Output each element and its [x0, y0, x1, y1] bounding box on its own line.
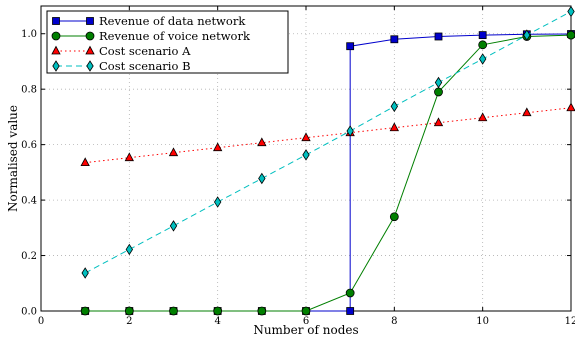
legend-marker-cost-a: [51, 45, 61, 55]
series-cost-b: [81, 5, 575, 279]
data-point-cost-a: [168, 147, 179, 157]
data-point-cost-a: [522, 107, 532, 117]
y-tick-label: 0.2: [21, 251, 37, 262]
legend-marker-cost-b: [86, 60, 94, 72]
legend-label-data-revenue: Revenue of data network: [99, 14, 246, 28]
y-tick-label: 0.4: [21, 196, 37, 207]
data-point-voice-revenue: [169, 306, 178, 316]
x-tick-label: 4: [214, 316, 220, 327]
data-point-cost-b: [523, 29, 531, 41]
legend-label-cost-a: Cost scenario A: [99, 44, 191, 58]
legend-marker-cost-b: [52, 60, 60, 72]
data-point-voice-revenue: [345, 288, 355, 298]
x-tick-label: 10: [476, 316, 489, 327]
data-point-voice-revenue: [257, 306, 267, 316]
data-point-cost-b: [213, 196, 222, 208]
x-tick-label: 2: [126, 316, 132, 327]
data-point-voice-revenue: [478, 40, 488, 50]
data-point-voice-revenue: [213, 306, 223, 316]
legend-marker-voice-revenue: [51, 31, 61, 41]
x-tick-label: 12: [565, 316, 575, 327]
data-point-cost-b: [81, 267, 89, 279]
data-point-cost-a: [80, 157, 90, 167]
data-point-cost-b: [169, 220, 178, 232]
data-point-cost-b: [258, 172, 266, 185]
data-point-cost-a: [124, 152, 134, 162]
y-tick-label: 1.0: [21, 29, 37, 40]
legend-marker-data-revenue: [86, 17, 94, 25]
data-point-cost-b: [390, 100, 399, 113]
data-point-cost-b: [567, 5, 575, 18]
data-point-cost-b: [478, 53, 487, 65]
series-line-cost-a: [85, 107, 572, 164]
data-point-cost-a: [301, 132, 311, 142]
y-axis-label: Normalised value: [6, 105, 20, 212]
y-tick-label: 0.0: [21, 307, 37, 318]
data-point-cost-b: [302, 149, 310, 161]
data-point-data-revenue: [390, 35, 399, 44]
data-point-data-revenue: [478, 31, 487, 40]
legend-marker-cost-a: [85, 45, 95, 55]
series-voice-revenue: [80, 30, 575, 316]
series-line-cost-b: [84, 11, 572, 274]
series-line-voice-revenue: [85, 34, 572, 312]
data-point-voice-revenue: [566, 30, 575, 40]
y-tick-label: 0.6: [21, 140, 37, 151]
data-point-data-revenue: [434, 32, 443, 41]
data-point-cost-a: [389, 122, 400, 132]
legend-marker-voice-revenue: [85, 31, 95, 41]
data-point-voice-revenue: [434, 87, 443, 97]
y-tick-label: 0.8: [21, 85, 37, 96]
data-point-data-revenue: [346, 42, 355, 51]
data-point-voice-revenue: [124, 306, 134, 316]
series-cost-a: [80, 102, 575, 167]
legend-marker-data-revenue: [52, 17, 60, 25]
data-point-cost-a: [477, 112, 488, 122]
data-point-cost-a: [566, 102, 575, 112]
data-point-cost-a: [257, 137, 267, 147]
data-point-cost-a: [433, 117, 444, 127]
series-group: [80, 5, 575, 316]
data-point-data-revenue: [346, 307, 355, 315]
data-point-voice-revenue: [80, 306, 90, 316]
x-tick-label: 6: [303, 316, 309, 327]
data-point-voice-revenue: [301, 306, 311, 316]
data-point-cost-a: [213, 142, 223, 152]
data-point-cost-b: [434, 76, 443, 89]
legend-label-voice-revenue: Revenue of voice network: [99, 29, 251, 43]
x-tick-label: 8: [391, 316, 397, 327]
legend-label-cost-b: Cost scenario B: [99, 59, 191, 73]
x-axis-label: Number of nodes: [253, 323, 358, 337]
data-point-cost-b: [125, 243, 134, 256]
x-tick-label: 0: [38, 316, 44, 327]
data-point-cost-b: [346, 125, 354, 137]
data-point-voice-revenue: [389, 212, 399, 222]
